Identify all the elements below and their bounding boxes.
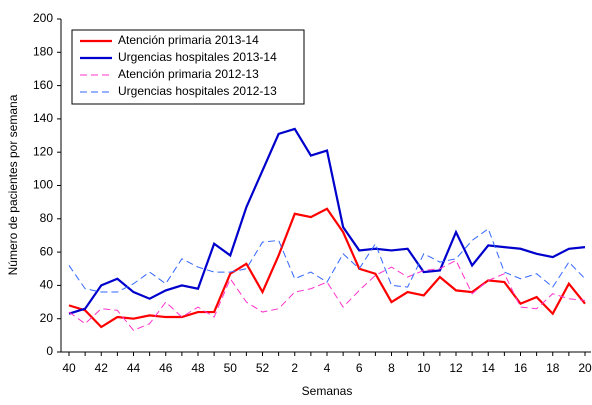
x-tick-label: 48 xyxy=(191,361,205,375)
series-line xyxy=(68,228,586,293)
y-tick-label: 80 xyxy=(40,211,54,225)
y-tick-label: 180 xyxy=(33,44,53,58)
series-line xyxy=(68,207,586,329)
x-tick-label: 50 xyxy=(224,361,238,375)
legend-label: Atención primaria 2012-13 xyxy=(118,67,259,81)
x-tick-label: 8 xyxy=(388,361,395,375)
x-tick-label: 2 xyxy=(291,361,298,375)
x-tick-label: 46 xyxy=(159,361,173,375)
x-tick-label: 18 xyxy=(546,361,560,375)
legend-box xyxy=(71,29,305,105)
x-tick-label: 44 xyxy=(127,361,141,375)
series-line xyxy=(68,259,586,331)
x-tick-label: 12 xyxy=(449,361,463,375)
y-tick-label: 120 xyxy=(33,144,53,158)
legend-label: Atención primaria 2013-14 xyxy=(118,33,259,47)
y-tick-label: 60 xyxy=(40,244,54,258)
y-tick-label: 0 xyxy=(46,344,53,358)
y-tick-label: 160 xyxy=(33,78,53,92)
y-tick-label: 40 xyxy=(40,278,54,292)
x-tick-label: 6 xyxy=(356,361,363,375)
x-tick-label: 52 xyxy=(256,361,270,375)
series-line xyxy=(68,127,586,315)
x-tick-label: 4 xyxy=(324,361,331,375)
x-tick-label: 40 xyxy=(62,361,76,375)
y-tick-label: 20 xyxy=(40,311,54,325)
legend-label: Urgencias hospitales 2012-13 xyxy=(118,84,277,98)
y-axis-label: Número de pacientes por semana xyxy=(6,94,20,275)
x-tick-label: 20 xyxy=(578,361,592,375)
y-tick-label: 140 xyxy=(33,111,53,125)
x-tick-label: 42 xyxy=(95,361,109,375)
x-tick-label: 16 xyxy=(514,361,528,375)
legend-label: Urgencias hospitales 2013-14 xyxy=(118,50,277,64)
x-tick-label: 14 xyxy=(482,361,496,375)
y-tick-label: 200 xyxy=(33,11,53,25)
x-tick-label: 10 xyxy=(417,361,431,375)
y-tick-label: 100 xyxy=(33,178,53,192)
x-axis-label: Semanas xyxy=(302,384,353,398)
